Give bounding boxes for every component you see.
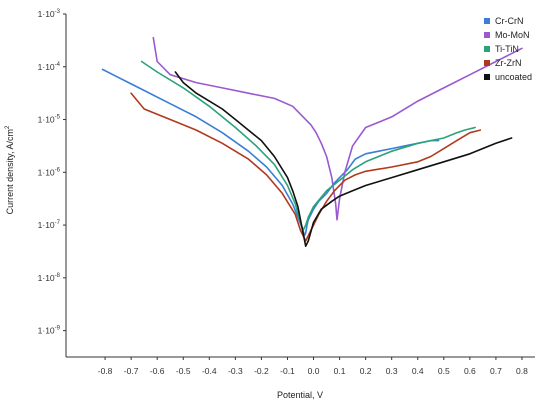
y-axis-label-superscript: 2	[5, 125, 11, 129]
y-axis-label: Current density, A/cm2	[5, 125, 15, 214]
y-tick-label: 1·10-9	[38, 326, 61, 336]
series-line-uncoated	[174, 71, 513, 247]
legend-label-zr-zrn: Zr-ZrN	[495, 58, 522, 68]
data-series	[101, 36, 523, 247]
x-tick-label: -0.7	[124, 366, 139, 376]
x-tick-label: 0.1	[334, 366, 346, 376]
x-tick-label: -0.4	[202, 366, 217, 376]
x-tick-label: -0.6	[150, 366, 165, 376]
series-line-mo-mon	[152, 36, 523, 221]
legend-label-mo-mon: Mo-MoN	[495, 30, 530, 40]
legend-label-cr-crn: Cr-CrN	[495, 16, 524, 26]
legend-label-uncoated: uncoated	[495, 72, 532, 82]
y-tick-label: 1·10-3	[38, 9, 61, 19]
legend-label-ti-tin: Ti-TiN	[495, 44, 519, 54]
legend-swatch-uncoated	[484, 74, 490, 80]
x-axis-label: Potential, V	[277, 390, 323, 400]
legend-swatch-ti-tin	[484, 46, 490, 52]
x-tick-label: 0.0	[308, 366, 320, 376]
y-tick-label: 1·10-5	[38, 115, 61, 125]
x-tick-label: -0.2	[254, 366, 269, 376]
x-tick-label: 0.4	[412, 366, 424, 376]
series-line-zr-zrn	[130, 92, 482, 242]
x-tick-label: 0.5	[438, 366, 450, 376]
x-tick-label: 0.6	[464, 366, 476, 376]
legend: Cr-CrN Mo-MoN Ti-TiN Zr-ZrN uncoated	[484, 16, 532, 82]
tick-labels: -0.8 -0.7 -0.6 -0.5 -0.4 -0.3 -0.2 -0.1 0.0 0.1 0.…	[38, 9, 529, 376]
y-tick-label: 1·10-6	[38, 167, 61, 177]
y-tick-label: 1·10-4	[38, 62, 61, 72]
chart-axes	[63, 13, 535, 360]
x-tick-label: 0.8	[516, 366, 528, 376]
y-tick-label: 1·10-8	[38, 273, 61, 283]
x-tick-label: 0.2	[360, 366, 372, 376]
y-axis-label-text: Current density, A/cm	[5, 129, 15, 214]
legend-swatch-zr-zrn	[484, 60, 490, 66]
series-line-cr-crn	[101, 68, 440, 237]
x-tick-label: 0.7	[490, 366, 502, 376]
y-tick-label: 1·10-7	[38, 220, 61, 230]
x-tick-label: -0.1	[280, 366, 295, 376]
x-tick-label: 0.3	[386, 366, 398, 376]
legend-swatch-cr-crn	[484, 18, 490, 24]
legend-swatch-mo-mon	[484, 32, 490, 38]
x-tick-label: -0.5	[176, 366, 191, 376]
series-line-ti-tin	[140, 60, 476, 232]
x-tick-label: -0.8	[98, 366, 113, 376]
x-tick-label: -0.3	[228, 366, 243, 376]
